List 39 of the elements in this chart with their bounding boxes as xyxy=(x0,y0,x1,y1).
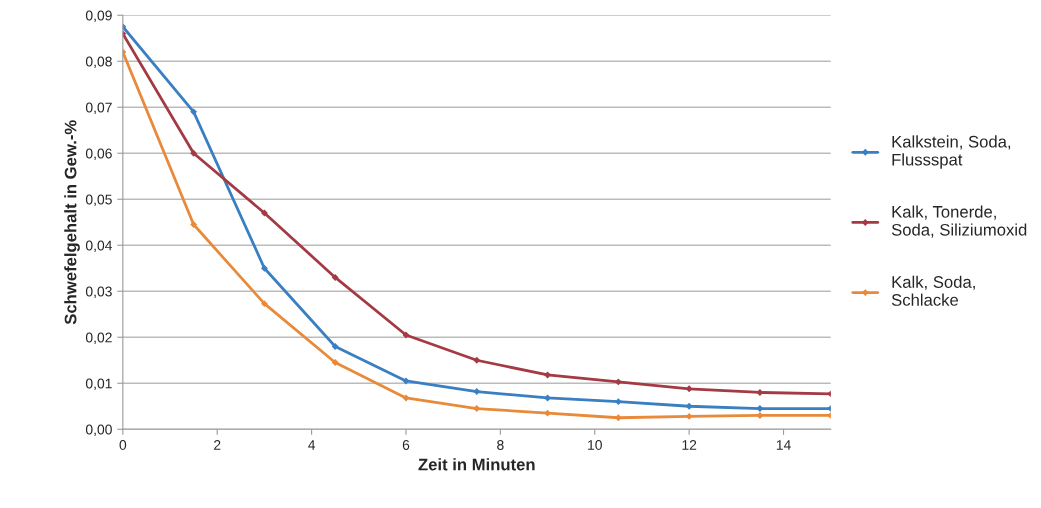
point xyxy=(685,402,693,410)
x-tick-label: 14 xyxy=(776,440,791,450)
point xyxy=(331,343,339,350)
x-axis-title: Zeit in Minuten xyxy=(418,458,535,471)
y-tick-label: 0,01 xyxy=(85,378,112,391)
point xyxy=(260,300,268,308)
legend-label: Kalk, Tonerde, Soda, Siliziumoxid xyxy=(891,205,1027,238)
x-tick-label: 2 xyxy=(214,440,221,450)
point xyxy=(614,398,622,406)
legend-label: Kalkstein, Soda, Flussspat xyxy=(892,135,1011,169)
point xyxy=(402,331,410,339)
y-tick-label: 0,04 xyxy=(85,240,113,253)
point xyxy=(331,359,339,366)
point xyxy=(544,409,551,417)
x-tick-label: 10 xyxy=(588,440,602,450)
x-tick-label: 6 xyxy=(402,440,410,450)
y-tick-label: 0,09 xyxy=(85,10,112,23)
x-tick-label: 0 xyxy=(119,440,127,450)
y-tick-label: 0,00 xyxy=(85,424,112,437)
y-tick-label: 0,08 xyxy=(85,56,112,69)
y-tick-label: 0,02 xyxy=(85,332,112,345)
point xyxy=(331,274,339,281)
x-tick-label: 4 xyxy=(308,440,316,450)
y-tick-label: 0,05 xyxy=(85,194,112,207)
point xyxy=(473,405,481,412)
point xyxy=(402,377,410,385)
x-tick-label: 8 xyxy=(497,440,504,450)
point xyxy=(402,394,410,402)
point xyxy=(260,264,268,272)
point xyxy=(190,221,198,228)
x-tick-label: 12 xyxy=(682,440,697,450)
point xyxy=(685,385,693,393)
y-tick-label: 0,03 xyxy=(85,286,112,299)
point xyxy=(473,388,481,395)
point xyxy=(190,149,198,157)
y-tick-label: 0,06 xyxy=(85,148,112,161)
legend-label: Kalk, Soda, Schlacke xyxy=(891,275,975,306)
y-axis-title: Schwefelgehalt in Gew.-% xyxy=(64,120,80,325)
y-tick-label: 0,07 xyxy=(85,102,112,115)
